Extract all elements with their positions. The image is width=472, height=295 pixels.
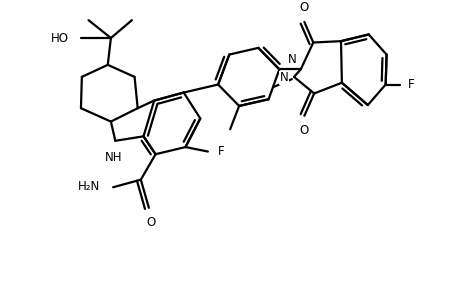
Text: F: F: [218, 145, 224, 158]
Text: HO: HO: [51, 32, 68, 45]
Text: N: N: [280, 71, 289, 84]
Text: O: O: [300, 1, 309, 14]
Text: NH: NH: [104, 151, 122, 164]
Text: O: O: [146, 216, 155, 229]
Text: N: N: [287, 53, 296, 66]
Text: H₂N: H₂N: [78, 180, 101, 193]
Text: F: F: [408, 78, 414, 91]
Text: O: O: [300, 124, 309, 137]
